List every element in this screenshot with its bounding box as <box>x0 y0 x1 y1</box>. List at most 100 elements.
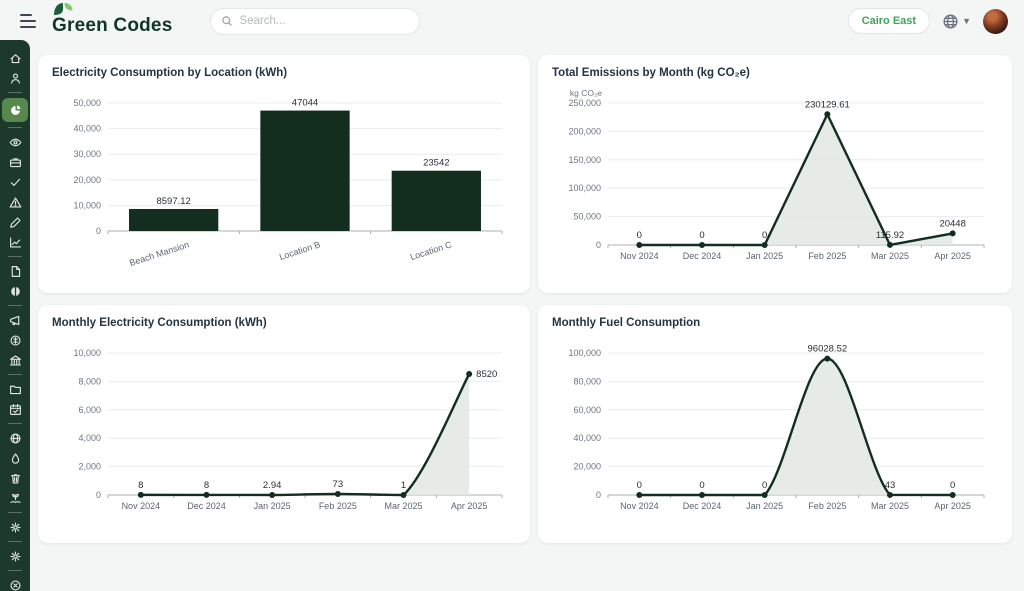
sidebar-item-eye[interactable] <box>3 133 27 151</box>
sidebar-divider <box>8 92 22 93</box>
svg-text:0: 0 <box>950 480 955 491</box>
svg-text:20,000: 20,000 <box>73 175 101 185</box>
svg-text:Location C: Location C <box>409 239 453 262</box>
top-bar: Green Codes Cairo East ▼ <box>0 0 1024 42</box>
search-icon <box>222 16 233 26</box>
home-icon <box>9 53 21 63</box>
sidebar-item-user[interactable] <box>3 69 27 87</box>
sidebar-item-gear[interactable] <box>3 518 27 536</box>
calendar-check-icon <box>9 403 21 415</box>
sidebar-item-calendar-check[interactable] <box>3 400 27 418</box>
svg-text:0: 0 <box>762 480 767 491</box>
svg-text:Beach Mansion: Beach Mansion <box>128 239 190 268</box>
sidebar-item-pie-half[interactable] <box>3 282 27 300</box>
chart-card-monthly-electricity-consumption-kwh: Monthly Electricity Consumption (kWh) 0 2,… <box>38 305 530 543</box>
svg-text:0: 0 <box>699 230 704 241</box>
sidebar-item-trash[interactable] <box>3 469 27 487</box>
warning-icon <box>9 196 21 208</box>
brand-name: Green Codes <box>52 14 173 36</box>
svg-text:1: 1 <box>401 480 406 491</box>
chart-title: Monthly Electricity Consumption (kWh) <box>52 317 267 329</box>
svg-text:8597.12: 8597.12 <box>156 196 190 207</box>
caret-down-icon: ▼ <box>962 16 971 26</box>
bank-icon <box>9 354 21 366</box>
sidebar-item-bank[interactable] <box>3 351 27 369</box>
menu-icon[interactable] <box>20 14 38 28</box>
user-icon <box>10 73 20 84</box>
pie-chart-icon <box>10 105 20 115</box>
svg-text:Nov 2024: Nov 2024 <box>620 251 659 261</box>
svg-text:Mar 2025: Mar 2025 <box>871 251 909 261</box>
svg-text:23542: 23542 <box>423 158 449 169</box>
sidebar-item-home[interactable] <box>3 49 27 67</box>
sidebar-divider <box>8 423 22 424</box>
svg-text:Jan 2025: Jan 2025 <box>254 501 291 511</box>
svg-text:0: 0 <box>596 240 601 250</box>
svg-text:0: 0 <box>96 490 101 500</box>
sidebar-item-chart-line[interactable] <box>3 233 27 251</box>
sidebar-item-transactions[interactable] <box>3 331 27 349</box>
sidebar-item-droplet[interactable] <box>3 449 27 467</box>
svg-text:Dec 2024: Dec 2024 <box>683 501 722 511</box>
sidebar-item-gear-2[interactable] <box>3 547 27 565</box>
svg-text:8,000: 8,000 <box>78 376 101 386</box>
search-input[interactable] <box>239 15 410 27</box>
svg-text:Dec 2024: Dec 2024 <box>187 501 226 511</box>
dashboard-grid: Electricity Consumption by Location (kWh… <box>38 55 1012 543</box>
sidebar-item-megaphone[interactable] <box>3 311 27 329</box>
sidebar-item-check[interactable] <box>3 173 27 191</box>
svg-text:Jan 2025: Jan 2025 <box>746 501 783 511</box>
svg-text:0: 0 <box>699 480 704 491</box>
globe-icon <box>9 432 21 444</box>
plant-hand-icon <box>9 493 21 503</box>
svg-text:0: 0 <box>637 480 642 491</box>
header-actions: Cairo East ▼ <box>847 8 1024 34</box>
svg-text:2.94: 2.94 <box>263 480 282 491</box>
svg-text:Apr 2025: Apr 2025 <box>934 251 971 261</box>
sidebar-divider <box>8 541 22 542</box>
check-icon <box>10 178 20 186</box>
svg-text:4,000: 4,000 <box>78 433 101 443</box>
svg-text:96028.52: 96028.52 <box>808 344 848 355</box>
electricity-consumption-by-location-kwh-chart: 0 10,000 20,000 30,000 40,000 50,000 8597.12 Be… <box>73 98 503 268</box>
sidebar-item-file[interactable] <box>3 262 27 280</box>
svg-text:150,000: 150,000 <box>568 155 601 165</box>
user-avatar[interactable] <box>983 8 1008 34</box>
main-content: Electricity Consumption by Location (kWh… <box>30 42 1024 591</box>
svg-text:0: 0 <box>596 490 601 500</box>
svg-text:Mar 2025: Mar 2025 <box>384 501 422 511</box>
sidebar-divider <box>8 374 22 375</box>
sidebar-item-globe[interactable] <box>3 429 27 447</box>
sidebar-item-close-circle[interactable] <box>3 576 27 591</box>
sidebar-item-plant-hand[interactable] <box>3 489 27 507</box>
svg-text:50,000: 50,000 <box>73 98 101 108</box>
svg-text:Location B: Location B <box>278 239 322 262</box>
svg-text:Mar 2025: Mar 2025 <box>871 501 909 511</box>
sidebar-divider <box>8 256 22 257</box>
svg-text:200,000: 200,000 <box>568 126 601 136</box>
svg-text:43: 43 <box>885 480 896 491</box>
svg-text:0: 0 <box>96 226 101 236</box>
sidebar-item-pie-chart[interactable] <box>2 98 28 122</box>
svg-text:8: 8 <box>204 480 209 491</box>
svg-text:Feb 2025: Feb 2025 <box>319 501 357 511</box>
gear-icon <box>9 521 21 533</box>
language-button[interactable]: ▼ <box>942 13 971 30</box>
gear-2-icon <box>9 550 21 562</box>
sidebar-item-folder[interactable] <box>3 380 27 398</box>
search-box[interactable] <box>210 7 421 35</box>
svg-text:115.92: 115.92 <box>876 230 904 241</box>
sidebar-item-briefcase[interactable] <box>3 153 27 171</box>
sidebar-item-pen[interactable] <box>3 213 27 231</box>
svg-text:20448: 20448 <box>939 218 965 229</box>
chart-card-monthly-fuel-consumption: Monthly Fuel Consumption 0 20,000 40,000 60,… <box>538 305 1012 543</box>
sidebar-item-warning[interactable] <box>3 193 27 211</box>
svg-text:Apr 2025: Apr 2025 <box>934 501 971 511</box>
location-button[interactable]: Cairo East <box>847 8 931 34</box>
svg-text:8520: 8520 <box>476 369 497 380</box>
sidebar-divider <box>8 305 22 306</box>
svg-text:Apr 2025: Apr 2025 <box>451 501 488 511</box>
globe-icon <box>943 13 958 29</box>
svg-text:Feb 2025: Feb 2025 <box>808 501 846 511</box>
